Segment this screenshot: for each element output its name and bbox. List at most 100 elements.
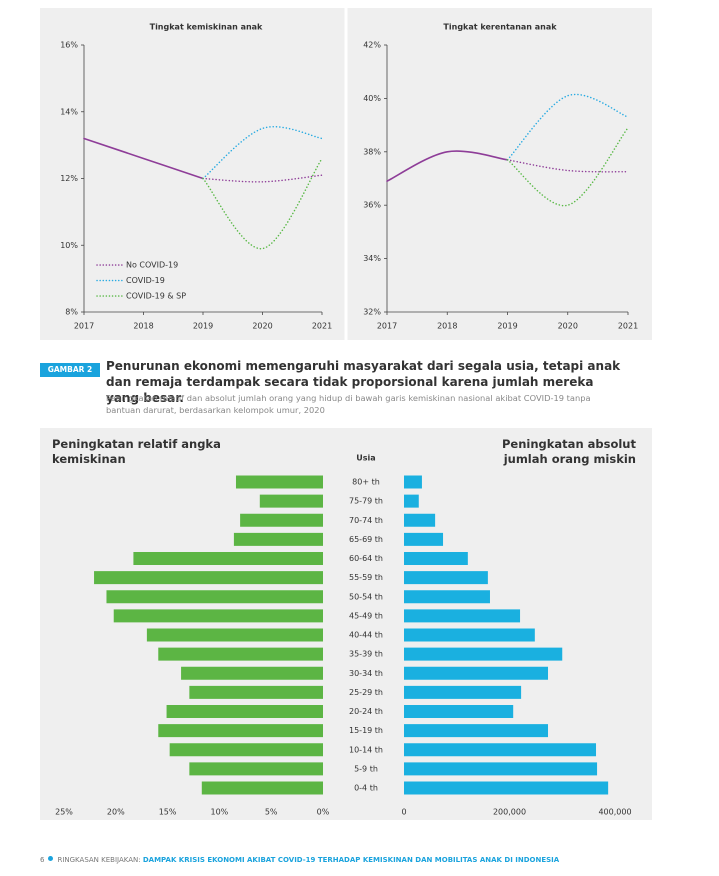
x-tick-label: 0% bbox=[317, 808, 330, 817]
bar bbox=[240, 513, 323, 527]
bar bbox=[158, 647, 323, 661]
bar bbox=[404, 475, 422, 489]
bar bbox=[404, 609, 521, 623]
y-tick-label: 14% bbox=[60, 107, 78, 116]
x-tick-label: 2017 bbox=[74, 322, 94, 331]
bar bbox=[169, 743, 323, 757]
bar bbox=[404, 628, 535, 642]
bar bbox=[158, 724, 323, 738]
y-tick-label: 8% bbox=[65, 308, 78, 317]
x-tick-label: 25% bbox=[55, 808, 73, 817]
category-label: 20-24 th bbox=[349, 707, 383, 716]
bar bbox=[404, 781, 609, 795]
y-tick-label: 32% bbox=[363, 308, 381, 317]
bar bbox=[146, 628, 323, 642]
bar bbox=[404, 513, 436, 527]
category-label: 10-14 th bbox=[349, 745, 383, 754]
category-label: 45-49 th bbox=[349, 611, 383, 620]
bar bbox=[189, 685, 323, 699]
bar bbox=[106, 590, 323, 604]
figure-subtitle: Peningkatan relatif dan absolut jumlah o… bbox=[106, 393, 591, 415]
category-label: 60-64 th bbox=[349, 554, 383, 563]
x-tick-label: 200,000 bbox=[493, 808, 526, 817]
series-line bbox=[386, 150, 509, 182]
chart-title: Tingkat kemiskinan anak bbox=[150, 23, 263, 32]
category-label: 5-9 th bbox=[354, 764, 378, 773]
y-tick-label: 42% bbox=[363, 41, 381, 50]
x-tick-label: 2021 bbox=[312, 322, 332, 331]
category-label: 65-69 th bbox=[349, 535, 383, 544]
x-tick-label: 400,000 bbox=[598, 808, 631, 817]
bar bbox=[404, 724, 549, 738]
y-tick-label: 36% bbox=[363, 201, 381, 210]
series-line bbox=[202, 126, 323, 180]
figure-label: GAMBAR 2 bbox=[40, 363, 100, 377]
y-tick-label: 38% bbox=[363, 147, 381, 156]
bar bbox=[133, 552, 323, 565]
x-tick-label: 0 bbox=[401, 808, 406, 817]
category-label: 50-54 th bbox=[349, 592, 383, 601]
y-tick-label: 10% bbox=[60, 241, 78, 250]
bar bbox=[189, 762, 323, 776]
bar bbox=[404, 705, 514, 718]
x-tick-label: 15% bbox=[159, 808, 177, 817]
x-tick-label: 10% bbox=[211, 808, 229, 817]
bar bbox=[94, 571, 323, 585]
series-line bbox=[202, 174, 323, 183]
legend-label: COVID-19 bbox=[126, 276, 165, 285]
bar bbox=[201, 781, 323, 795]
series-line bbox=[202, 157, 323, 250]
footer-title: DAMPAK KRISIS EKONOMI AKIBAT COVID-19 TE… bbox=[142, 856, 560, 864]
bar bbox=[404, 571, 488, 585]
y-tick-label: 40% bbox=[363, 94, 381, 103]
pyramid-panel bbox=[40, 428, 652, 820]
pyramid-left-title: Peningkatan relatif angka kemiskinan bbox=[52, 437, 221, 466]
category-label: 40-44 th bbox=[349, 631, 383, 640]
bar bbox=[235, 475, 323, 489]
y-tick-label: 12% bbox=[60, 174, 78, 183]
bar bbox=[404, 590, 490, 604]
center-label: Usia bbox=[356, 454, 375, 463]
figure-title: Penurunan ekonomi memengaruhi masyarakat… bbox=[106, 359, 621, 405]
series-line bbox=[83, 137, 204, 180]
category-label: 35-39 th bbox=[349, 650, 383, 659]
category-label: 0-4 th bbox=[354, 784, 378, 793]
bar bbox=[404, 762, 598, 776]
category-label: 30-34 th bbox=[349, 669, 383, 678]
category-label: 55-59 th bbox=[349, 573, 383, 582]
x-tick-label: 2017 bbox=[377, 322, 397, 331]
bar bbox=[166, 705, 323, 718]
bar bbox=[113, 609, 323, 623]
category-label: 70-74 th bbox=[349, 516, 383, 525]
category-label: 75-79 th bbox=[349, 497, 383, 506]
category-label: 15-19 th bbox=[349, 726, 383, 735]
bar bbox=[181, 666, 323, 680]
x-tick-label: 2021 bbox=[618, 322, 638, 331]
bar bbox=[404, 666, 549, 680]
bar bbox=[404, 494, 419, 508]
legend-label: COVID-19 & SP bbox=[126, 292, 186, 301]
page-number: 6 bbox=[40, 856, 45, 864]
legend-label: No COVID-19 bbox=[126, 261, 178, 270]
bar bbox=[404, 685, 522, 699]
bar bbox=[404, 532, 444, 546]
footer-section: RINGKASAN KEBIJAKAN: bbox=[57, 856, 141, 864]
footer: 6 RINGKASAN KEBIJAKAN: DAMPAK KRISIS EKON… bbox=[40, 856, 559, 864]
x-tick-label: 2020 bbox=[252, 322, 272, 331]
x-tick-label: 20% bbox=[107, 808, 125, 817]
bar bbox=[259, 494, 323, 508]
y-tick-label: 34% bbox=[363, 254, 381, 263]
bar bbox=[404, 743, 597, 757]
x-tick-label: 2018 bbox=[437, 322, 457, 331]
bar bbox=[233, 532, 323, 546]
pyramid-right-title: Peningkatan absolut jumlah orang miskin bbox=[502, 437, 636, 466]
chart-title: Tingkat kerentanan anak bbox=[443, 23, 557, 32]
y-tick-label: 16% bbox=[60, 41, 78, 50]
x-tick-label: 5% bbox=[265, 808, 278, 817]
bar bbox=[404, 552, 468, 565]
bar bbox=[404, 647, 563, 661]
x-tick-label: 2019 bbox=[193, 322, 213, 331]
x-tick-label: 2018 bbox=[133, 322, 153, 331]
